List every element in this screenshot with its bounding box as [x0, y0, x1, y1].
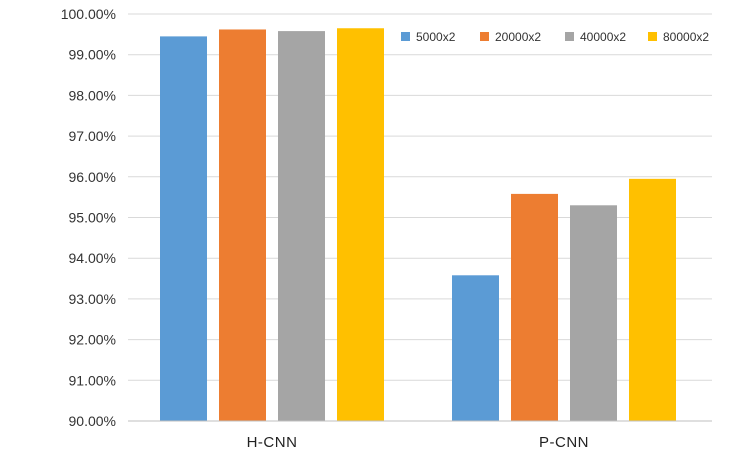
y-tick-label: 90.00% — [69, 413, 116, 429]
bar — [629, 178, 676, 421]
bar — [278, 31, 325, 422]
bar — [511, 193, 558, 421]
bar — [570, 205, 617, 421]
bars — [160, 28, 676, 422]
y-tick-label: 100.00% — [61, 6, 116, 22]
legend-swatch — [480, 32, 489, 41]
legend-label: 80000x2 — [663, 30, 709, 44]
y-tick-label: 98.00% — [69, 87, 116, 103]
bar — [337, 28, 384, 422]
legend-swatch — [648, 32, 657, 41]
y-tick-label: 93.00% — [69, 291, 116, 307]
x-category-label: H-CNN — [247, 434, 298, 451]
y-tick-label: 92.00% — [69, 332, 116, 348]
y-tick-label: 91.00% — [69, 372, 116, 388]
y-tick-label: 94.00% — [69, 250, 116, 266]
x-category-label: P-CNN — [539, 434, 589, 451]
legend-swatch — [401, 32, 410, 41]
gridlines — [128, 13, 712, 381]
bar — [160, 36, 207, 421]
legend-label: 20000x2 — [495, 30, 541, 44]
y-tick-label: 99.00% — [69, 47, 116, 63]
x-axis-category-labels: H-CNN P-CNN — [247, 434, 589, 451]
legend-swatch — [565, 32, 574, 41]
y-tick-label: 95.00% — [69, 210, 116, 226]
legend-label: 5000x2 — [416, 30, 456, 44]
legend: 5000x2 20000x2 40000x2 80000x2 — [401, 30, 709, 44]
y-axis-tick-labels: 90.00% 91.00% 92.00% 93.00% 94.00% 95.00% 96.0… — [61, 6, 116, 429]
bar — [452, 275, 499, 421]
y-tick-label: 97.00% — [69, 128, 116, 144]
bar — [219, 29, 266, 421]
legend-label: 40000x2 — [580, 30, 626, 44]
y-tick-label: 96.00% — [69, 169, 116, 185]
